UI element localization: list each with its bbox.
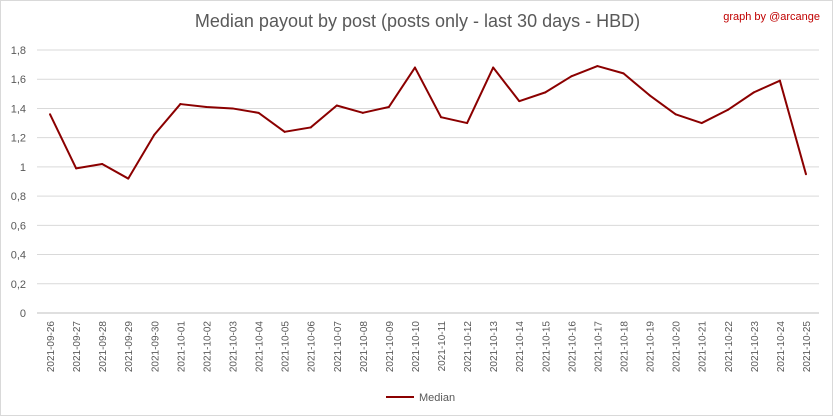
data-point	[804, 173, 807, 176]
x-tick-label: 2021-10-19	[646, 321, 657, 373]
chart-title: Median payout by post (posts only - last…	[194, 11, 641, 31]
data-point	[309, 126, 312, 129]
y-tick-label: 1,6	[11, 74, 26, 86]
data-point	[283, 130, 286, 133]
x-tick-label: 2021-09-30	[150, 321, 161, 373]
data-point	[778, 79, 781, 82]
data-point	[518, 100, 521, 103]
x-tick-label: 2021-10-10	[411, 321, 422, 373]
y-tick-label: 0,8	[11, 191, 26, 203]
data-point	[179, 103, 182, 106]
y-tick-label: 0,2	[11, 279, 26, 291]
x-tick-label: 2021-10-01	[176, 321, 187, 373]
y-tick-label: 1,2	[11, 133, 26, 145]
y-tick-label: 1	[20, 162, 26, 174]
data-point	[440, 116, 443, 119]
x-tick-label: 2021-10-09	[385, 321, 396, 373]
x-tick-label: 2021-09-26	[46, 321, 57, 373]
x-tick-label: 2021-10-06	[307, 321, 318, 373]
x-tick-label: 2021-10-24	[776, 321, 787, 373]
x-tick-label: 2021-10-25	[802, 321, 813, 373]
x-tick-label: 2021-10-02	[202, 321, 213, 373]
x-tick-label: 2021-10-14	[515, 321, 526, 373]
y-tick-label: 0,6	[11, 220, 26, 232]
data-point	[700, 122, 703, 125]
data-point	[231, 107, 234, 110]
x-tick-label: 2021-10-15	[541, 321, 552, 373]
x-tick-label: 2021-10-05	[281, 321, 292, 373]
x-tick-label: 2021-10-08	[359, 321, 370, 373]
data-point	[153, 133, 156, 136]
x-tick-label: 2021-10-13	[489, 321, 500, 373]
x-tick-label: 2021-09-27	[72, 321, 83, 373]
y-tick-label: 0	[20, 308, 26, 320]
data-point	[492, 66, 495, 69]
series-line-median	[49, 65, 807, 180]
data-point	[335, 104, 338, 107]
data-point	[648, 94, 651, 97]
x-tick-label: 2021-10-21	[698, 321, 709, 373]
legend-label-median: Median	[419, 392, 455, 404]
x-tick-label: 2021-10-03	[229, 321, 240, 373]
y-tick-label: 1,8	[11, 45, 26, 57]
data-point	[622, 72, 625, 75]
data-point	[413, 66, 416, 69]
chart-credit: graph by @arcange	[723, 11, 820, 23]
x-tick-label: 2021-10-16	[567, 321, 578, 373]
data-point	[752, 91, 755, 94]
data-point	[205, 105, 208, 108]
data-point	[101, 162, 104, 165]
data-point	[674, 113, 677, 116]
x-tick-label: 2021-09-29	[124, 321, 135, 373]
x-tick-label: 2021-10-11	[437, 321, 448, 372]
x-tick-label: 2021-10-23	[750, 321, 761, 373]
data-point	[387, 105, 390, 108]
x-tick-label: 2021-10-12	[463, 321, 474, 373]
y-tick-label: 0,4	[11, 250, 26, 262]
data-point	[726, 108, 729, 111]
data-point	[570, 75, 573, 78]
data-point	[361, 111, 364, 114]
x-tick-label: 2021-10-07	[333, 321, 344, 373]
data-point	[466, 122, 469, 125]
data-point	[596, 65, 599, 68]
x-tick-label: 2021-10-17	[593, 321, 604, 373]
data-point	[49, 113, 52, 116]
x-tick-label: 2021-10-04	[255, 321, 266, 373]
data-point	[257, 111, 260, 114]
x-tick-label: 2021-10-20	[672, 321, 683, 373]
x-tick-label: 2021-09-28	[98, 321, 109, 373]
data-point	[127, 177, 130, 180]
x-tick-label: 2021-10-22	[724, 321, 735, 373]
data-point	[75, 167, 78, 170]
data-point	[544, 91, 547, 94]
x-tick-label: 2021-10-18	[620, 321, 631, 373]
y-tick-label: 1,4	[11, 103, 26, 115]
